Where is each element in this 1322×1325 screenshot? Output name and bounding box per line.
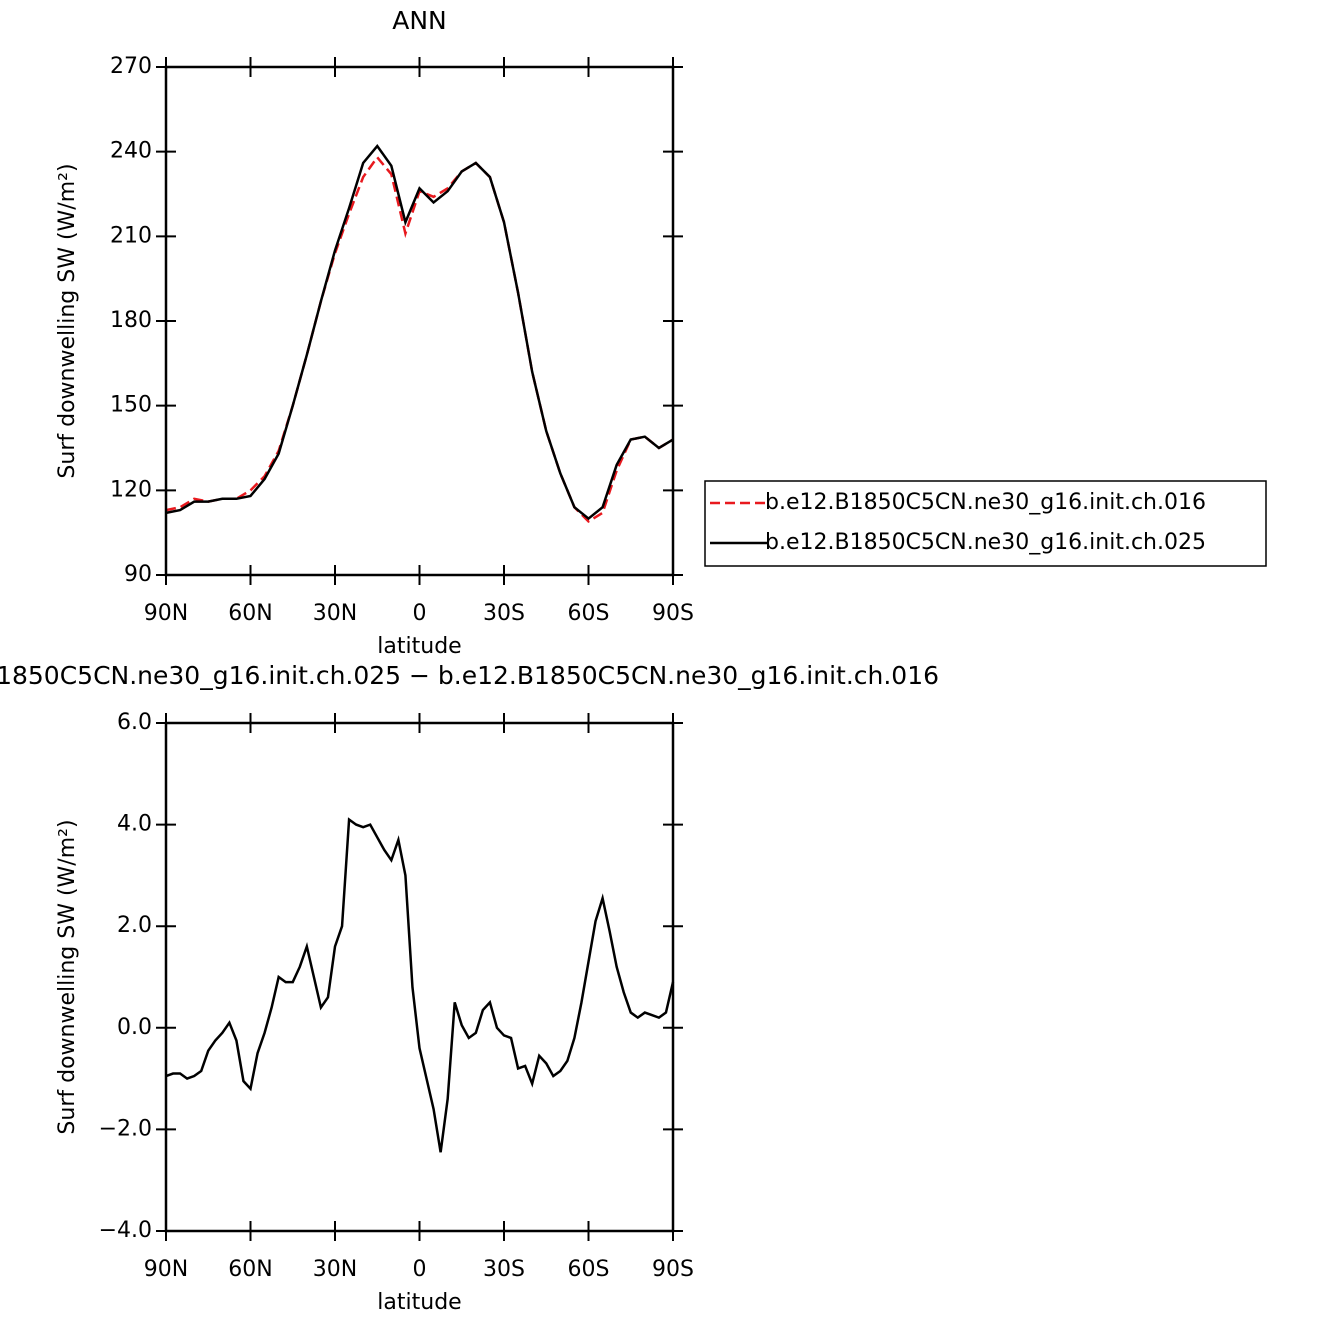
- y-tick-label: 240: [110, 139, 152, 164]
- x-tick-label: 0: [413, 601, 427, 626]
- x-tick-label: 90N: [144, 1257, 188, 1282]
- x-tick-label: 30N: [313, 601, 357, 626]
- x-tick-label: 90S: [652, 601, 694, 626]
- y-axis-label: Surf downwelling SW (W/m²): [55, 163, 80, 478]
- y-tick-label: −2.0: [99, 1116, 152, 1141]
- x-tick-label: 60N: [228, 1257, 272, 1282]
- y-tick-label: 0.0: [117, 1015, 152, 1040]
- y-tick-label: 90: [124, 562, 152, 587]
- legend-box: [704, 480, 1267, 567]
- x-axis-label: latitude: [377, 634, 461, 659]
- legend-label: b.e12.B1850C5CN.ne30_g16.init.ch.025: [765, 530, 1206, 555]
- y-axis-label: Surf downwelling SW (W/m²): [55, 819, 80, 1134]
- x-tick-label: 0: [413, 1257, 427, 1282]
- data-line: [165, 817, 675, 1153]
- y-tick-label: 6.0: [117, 710, 152, 735]
- y-tick-label: −4.0: [99, 1218, 152, 1243]
- x-tick-label: 30N: [313, 1257, 357, 1282]
- data-line: [165, 143, 674, 521]
- y-tick-label: 4.0: [117, 812, 152, 837]
- plot-frame: [164, 65, 675, 577]
- y-tick-label: 2.0: [117, 913, 152, 938]
- y-tick-label: 150: [110, 393, 152, 418]
- legend-label: b.e12.B1850C5CN.ne30_g16.init.ch.016: [765, 490, 1206, 515]
- x-tick-label: 60S: [568, 601, 610, 626]
- x-tick-label: 30S: [483, 1257, 525, 1282]
- y-tick-label: 120: [110, 477, 152, 502]
- y-tick-label: 180: [110, 308, 152, 333]
- x-tick-label: 60N: [228, 601, 272, 626]
- y-tick-label: 210: [110, 223, 152, 248]
- plot-frame: [164, 721, 675, 1233]
- x-tick-label: 60S: [568, 1257, 610, 1282]
- x-tick-label: 90N: [144, 601, 188, 626]
- x-tick-label: 30S: [483, 601, 525, 626]
- chart-title: b.e12.B1850C5CN.ne30_g16.init.ch.025 − b…: [0, 661, 939, 690]
- x-axis-label: latitude: [377, 1290, 461, 1315]
- y-tick-label: 270: [110, 54, 152, 79]
- x-tick-label: 90S: [652, 1257, 694, 1282]
- data-line: [165, 155, 674, 523]
- chart-title: ANN: [392, 6, 447, 35]
